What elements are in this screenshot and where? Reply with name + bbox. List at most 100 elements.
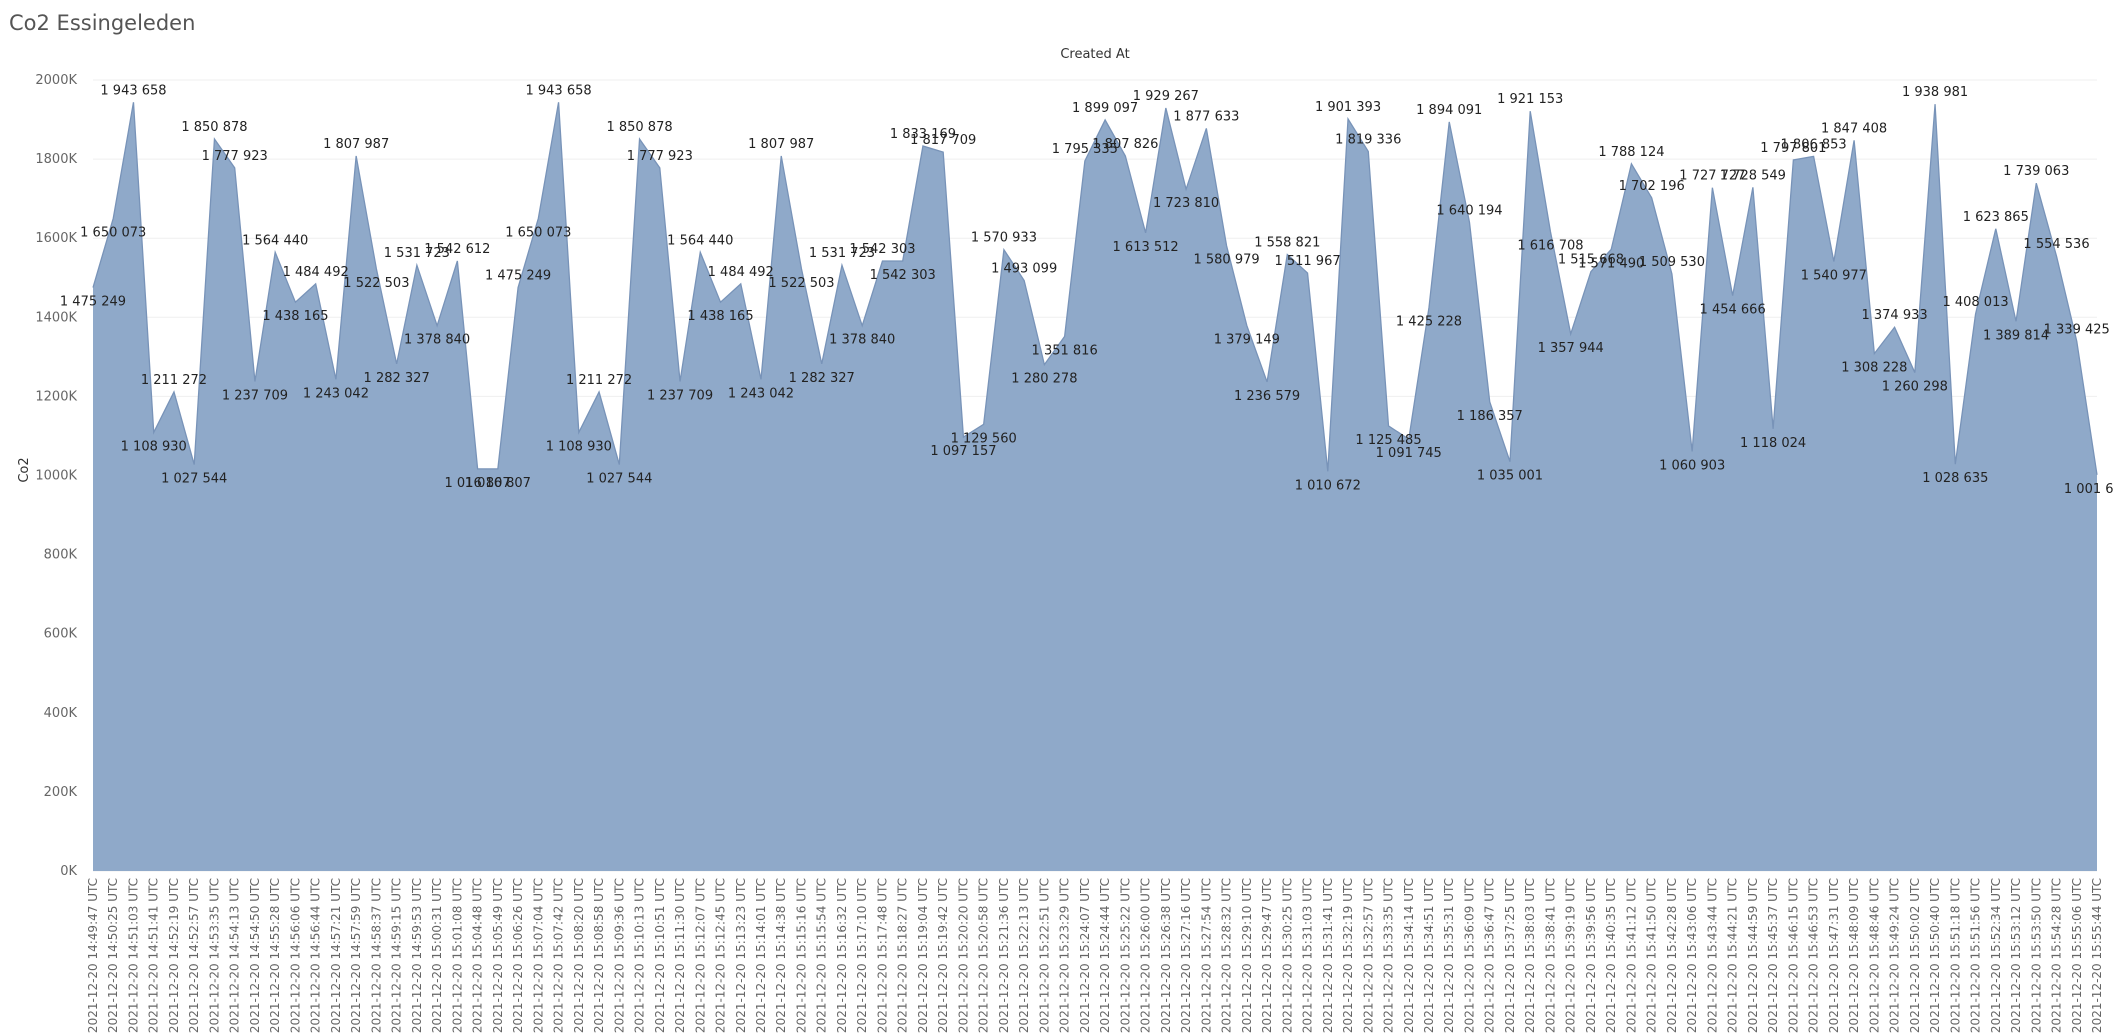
y-tick-label: 1600K — [35, 231, 77, 246]
x-tick-label: 2021-12-20 15:24:07 UTC — [1078, 878, 1092, 1033]
x-tick-label: 2021-12-20 15:49:24 UTC — [1888, 878, 1902, 1033]
data-label: 1 511 967 — [1274, 254, 1340, 269]
x-tick-label: 2021-12-20 15:47:31 UTC — [1827, 878, 1841, 1033]
data-label: 1 558 821 — [1254, 235, 1320, 250]
x-tick-label: 2021-12-20 15:17:10 UTC — [855, 878, 869, 1033]
data-label: 1 542 612 — [424, 242, 490, 257]
data-label: 1 728 549 — [1720, 168, 1786, 183]
x-tick-label: 2021-12-20 15:15:54 UTC — [815, 878, 829, 1033]
y-tick-label: 2000K — [35, 73, 77, 88]
data-label: 1 542 303 — [849, 242, 915, 257]
data-label: 1 243 042 — [303, 386, 369, 401]
x-tick-label: 2021-12-20 15:07:04 UTC — [531, 878, 545, 1033]
data-label: 1 484 492 — [283, 265, 349, 280]
data-label: 1 425 228 — [1396, 314, 1462, 329]
x-tick-label: 2021-12-20 15:05:49 UTC — [491, 878, 505, 1033]
x-tick-label: 2021-12-20 15:30:25 UTC — [1280, 878, 1294, 1033]
data-label: 1 650 073 — [505, 225, 571, 240]
x-tick-label: 2021-12-20 14:56:06 UTC — [288, 878, 302, 1033]
x-tick-label: 2021-12-20 15:41:50 UTC — [1645, 878, 1659, 1033]
data-label: 1 108 930 — [121, 439, 187, 454]
data-label: 1 613 512 — [1113, 240, 1179, 255]
data-label: 1 454 666 — [1700, 303, 1766, 318]
data-label: 1 702 196 — [1619, 179, 1685, 194]
x-tick-label: 2021-12-20 15:41:12 UTC — [1624, 878, 1638, 1033]
area-line — [92, 102, 2098, 475]
x-tick-label: 2021-12-20 15:06:26 UTC — [511, 878, 525, 1033]
data-label: 1 097 157 — [930, 444, 996, 459]
x-tick-label: 2021-12-20 15:09:36 UTC — [612, 878, 626, 1033]
x-tick-label: 2021-12-20 15:36:09 UTC — [1462, 878, 1476, 1033]
x-tick-label: 2021-12-20 15:27:54 UTC — [1199, 878, 1213, 1033]
data-label: 1 570 933 — [971, 231, 1037, 246]
x-tick-label: 2021-12-20 15:50:02 UTC — [1908, 878, 1922, 1033]
data-label: 1 357 944 — [1538, 341, 1604, 356]
data-label: 1 938 981 — [1902, 85, 1968, 100]
data-label: 1 027 544 — [586, 472, 652, 487]
x-tick-label: 2021-12-20 14:49:47 UTC — [86, 878, 100, 1033]
x-tick-label: 2021-12-20 14:54:50 UTC — [248, 878, 262, 1033]
data-label: 1 727 727 — [1679, 169, 1745, 184]
x-tick-label: 2021-12-20 15:36:47 UTC — [1483, 878, 1497, 1033]
y-tick-label: 0K — [60, 864, 77, 879]
x-tick-label: 2021-12-20 15:12:45 UTC — [714, 878, 728, 1033]
data-label: 1 833 169 — [890, 127, 956, 142]
x-tick-label: 2021-12-20 15:04:48 UTC — [471, 878, 485, 1033]
data-label: 1 943 658 — [100, 83, 166, 98]
y-tick-label: 1200K — [35, 389, 77, 404]
x-tick-label: 2021-12-20 15:19:42 UTC — [936, 878, 950, 1033]
data-label: 1 016 807 — [445, 476, 511, 491]
data-label: 1 564 440 — [242, 233, 308, 248]
x-tick-label: 2021-12-20 15:29:47 UTC — [1260, 878, 1274, 1033]
data-label: 1 623 865 — [1963, 210, 2029, 225]
data-label: 1 389 814 — [1983, 328, 2049, 343]
x-tick-label: 2021-12-20 15:28:32 UTC — [1220, 878, 1234, 1033]
x-tick-label: 2021-12-20 15:08:58 UTC — [592, 878, 606, 1033]
data-label: 1 542 303 — [870, 268, 936, 283]
x-tick-label: 2021-12-20 15:00:31 UTC — [430, 878, 444, 1033]
x-tick-label: 2021-12-20 15:23:29 UTC — [1058, 878, 1072, 1033]
data-label: 1 580 979 — [1193, 253, 1259, 268]
y-tick-label: 400K — [44, 706, 78, 721]
x-tick-label: 2021-12-20 15:10:51 UTC — [653, 878, 667, 1033]
data-label: 1 509 530 — [1639, 255, 1705, 270]
data-label: 1 211 272 — [141, 373, 207, 388]
data-label: 1 060 903 — [1659, 458, 1725, 473]
data-label: 1 777 923 — [627, 149, 693, 164]
data-label: 1 819 336 — [1335, 132, 1401, 147]
data-label: 1 260 298 — [1882, 380, 1948, 395]
data-label: 1 493 099 — [991, 261, 1057, 276]
x-tick-label: 2021-12-20 14:52:19 UTC — [167, 878, 181, 1033]
x-tick-label: 2021-12-20 15:50:40 UTC — [1928, 878, 1942, 1033]
data-label: 1 028 635 — [1922, 471, 1988, 486]
data-label: 1 211 272 — [566, 373, 632, 388]
x-tick-label: 2021-12-20 14:56:44 UTC — [309, 878, 323, 1033]
x-tick-label: 2021-12-20 15:45:37 UTC — [1766, 878, 1780, 1033]
x-tick-label: 2021-12-20 15:24:44 UTC — [1098, 878, 1112, 1033]
data-label: 1 438 165 — [687, 309, 753, 324]
data-label: 1 339 425 — [2044, 322, 2110, 337]
y-tick-label: 1400K — [35, 310, 77, 325]
data-label: 1 237 709 — [647, 388, 713, 403]
data-label: 1 522 503 — [343, 276, 409, 291]
data-label: 1 723 810 — [1153, 196, 1219, 211]
x-tick-label: 2021-12-20 15:15:16 UTC — [794, 878, 808, 1033]
data-label: 1 522 503 — [768, 276, 834, 291]
x-tick-label: 2021-12-20 14:51:03 UTC — [126, 878, 140, 1033]
x-tick-label: 2021-12-20 15:29:10 UTC — [1240, 878, 1254, 1033]
x-tick-label: 2021-12-20 14:53:35 UTC — [207, 878, 221, 1033]
x-tick-label: 2021-12-20 15:48:46 UTC — [1867, 878, 1881, 1033]
data-label: 1 540 977 — [1801, 269, 1867, 284]
x-tick-label: 2021-12-20 15:01:08 UTC — [450, 878, 464, 1033]
data-label: 1 777 923 — [202, 149, 268, 164]
data-label: 1 351 816 — [1032, 343, 1098, 358]
data-label: 1 807 987 — [323, 137, 389, 152]
x-tick-label: 2021-12-20 14:59:53 UTC — [410, 878, 424, 1033]
y-tick-label: 600K — [44, 627, 78, 642]
data-label: 1 894 091 — [1416, 103, 1482, 118]
x-tick-label: 2021-12-20 15:20:20 UTC — [956, 878, 970, 1033]
x-tick-label: 2021-12-20 15:39:19 UTC — [1564, 878, 1578, 1033]
x-tick-label: 2021-12-20 15:26:00 UTC — [1139, 878, 1153, 1033]
x-tick-label: 2021-12-20 15:51:18 UTC — [1948, 878, 1962, 1033]
x-tick-label: 2021-12-20 15:54:28 UTC — [2050, 878, 2064, 1033]
